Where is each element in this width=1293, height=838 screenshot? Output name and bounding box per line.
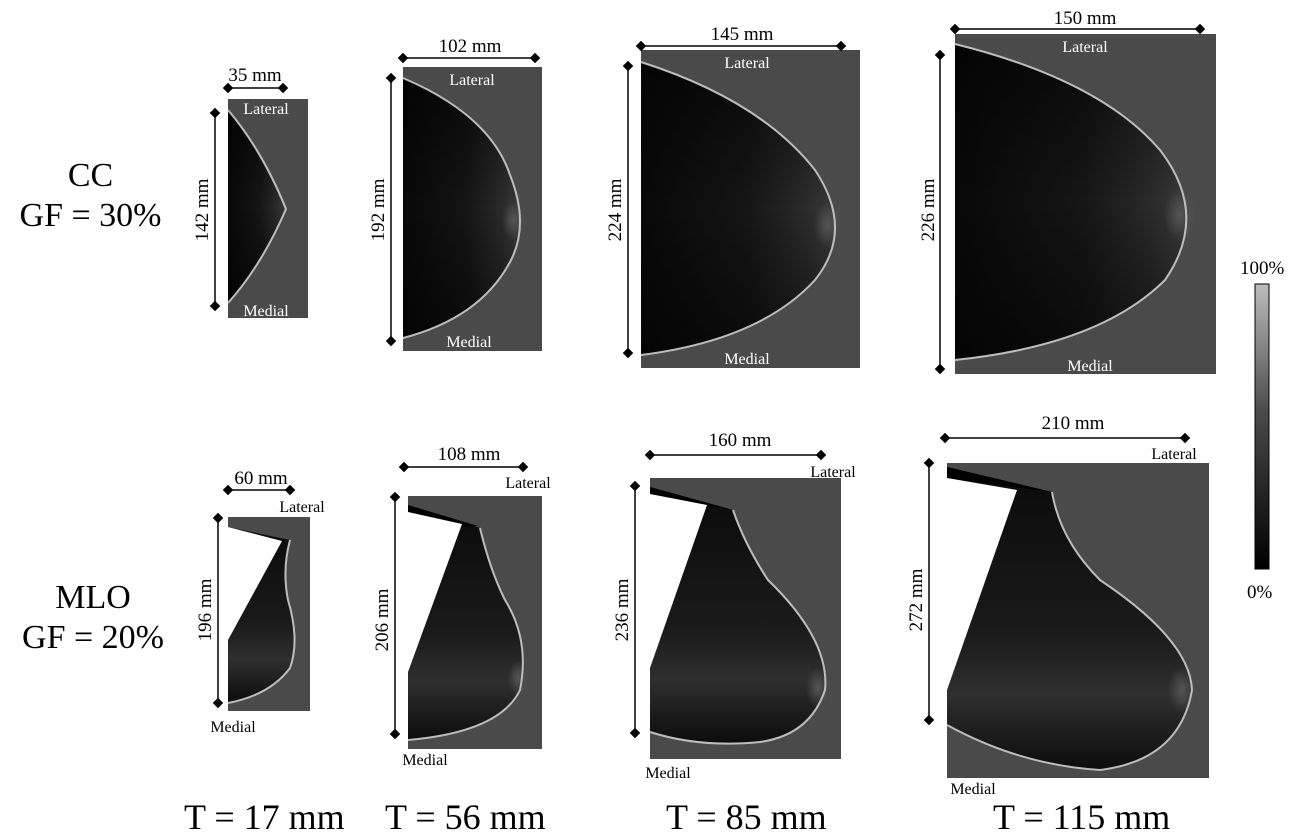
mlo-panel-4-pectoral-muscle — [947, 478, 1017, 690]
colorbar-max-label: 100% — [1240, 258, 1285, 279]
cc-panel-4-skin-edge — [954, 43, 1188, 361]
cc-panel-3-height-label: 224 mm — [605, 178, 626, 241]
mlo-panel-1: 60 mm 196 mm Lateral Medial — [195, 468, 325, 736]
mlo-panel-4: 210 mm 272 mm Lateral Medial — [906, 413, 1209, 798]
cc-panel-2-height-label: 192 mm — [368, 178, 389, 241]
mlo-panel-2-skin-edge — [407, 527, 524, 741]
mlo-panel-2-lateral-label: Lateral — [505, 475, 551, 492]
mlo-row-label: MLO GF = 20% — [8, 578, 178, 658]
mlo-panel-2-medial-label: Medial — [402, 752, 448, 769]
cc-panel-4-lateral-label: Lateral — [1062, 39, 1108, 56]
mlo-panel-3-pectoral-muscle — [650, 494, 707, 668]
cc-panel-1: 35 mm 142 mm Lateral Medial — [192, 65, 308, 320]
mlo-panel-4-height-label: 272 mm — [906, 568, 927, 631]
mlo-panel-1-skin-edge — [227, 539, 296, 704]
mlo-gf-label: GF = 20% — [22, 619, 164, 656]
cc-panel-2-skin-edge — [402, 77, 521, 339]
mlo-panel-4-breast — [947, 467, 1192, 770]
mlo-panel-2: 108 mm 206 mm Lateral Medial — [372, 444, 551, 769]
cc-panel-1-medial-label: Medial — [243, 303, 289, 320]
colorbar — [1254, 283, 1270, 570]
mlo-panel-3-lateral-label: Lateral — [810, 464, 856, 481]
cc-panel-1-skin-edge — [227, 109, 288, 304]
mlo-panel-2-height-label: 206 mm — [372, 588, 393, 651]
mlo-panel-3: 160 mm 236 mm Lateral Medial — [612, 430, 856, 782]
mlo-panel-4-width-label: 210 mm — [1042, 413, 1105, 434]
colorbar-min-label: 0% — [1247, 582, 1273, 603]
mlo-panel-4-skin-edge — [946, 491, 1194, 772]
mlo-panel-4-medial-label: Medial — [950, 781, 996, 798]
thickness-label-1: T = 17 mm — [184, 797, 345, 837]
mlo-panel-3-medial-label: Medial — [645, 765, 691, 782]
cc-panel-4-height-label: 226 mm — [918, 178, 939, 241]
mlo-panel-1-medial-label: Medial — [210, 719, 256, 736]
mlo-panel-3-height-label: 236 mm — [612, 578, 633, 641]
cc-panel-1-lateral-label: Lateral — [243, 101, 289, 118]
cc-panel-3-skin-edge — [640, 61, 836, 356]
cc-panel-3-width-label: 145 mm — [711, 24, 774, 45]
mlo-view-label: MLO — [55, 579, 131, 616]
cc-panel-2-width-label: 102 mm — [439, 36, 502, 57]
thickness-label-4: T = 115 mm — [993, 797, 1171, 837]
colorbar-gradient — [1254, 283, 1270, 570]
mlo-panel-2-pectoral-muscle — [408, 512, 462, 672]
thickness-label-3: T = 85 mm — [666, 797, 827, 837]
cc-gf-label: GF = 30% — [19, 197, 162, 234]
cc-panel-2-medial-label: Medial — [446, 334, 492, 351]
cc-panel-1-height-label: 142 mm — [192, 178, 213, 241]
cc-panel-3-lateral-label: Lateral — [724, 55, 770, 72]
mlo-panel-4-lateral-label: Lateral — [1151, 446, 1197, 463]
mlo-panel-1-height-label: 196 mm — [195, 578, 216, 641]
cc-panel-1-width-label: 35 mm — [228, 65, 282, 86]
mlo-panel-3-skin-edge — [649, 509, 827, 745]
mlo-panel-1-width-label: 60 mm — [234, 468, 288, 489]
cc-view-label: CC — [67, 157, 114, 194]
cc-panel-3-medial-label: Medial — [724, 351, 770, 368]
cc-panel-2-lateral-label: Lateral — [449, 72, 495, 89]
cc-panel-4: 150 mm 226 mm Lateral Medial — [918, 8, 1216, 375]
mlo-panel-1-pectoral-muscle — [228, 527, 282, 640]
cc-panel-4-width-label: 150 mm — [1054, 8, 1117, 29]
cc-panel-2: 102 mm 192 mm Lateral Medial — [368, 36, 542, 351]
thickness-label-2: T = 56 mm — [385, 797, 546, 837]
mlo-panel-1-lateral-label: Lateral — [279, 499, 325, 516]
cc-row-label: CC GF = 30% — [8, 156, 173, 236]
mlo-panel-3-breast — [650, 487, 826, 744]
cc-panel-3: 145 mm 224 mm Lateral Medial — [605, 24, 860, 368]
cc-panel-4-medial-label: Medial — [1067, 358, 1113, 375]
mlo-panel-2-width-label: 108 mm — [438, 444, 501, 465]
mlo-panel-3-width-label: 160 mm — [709, 430, 772, 451]
